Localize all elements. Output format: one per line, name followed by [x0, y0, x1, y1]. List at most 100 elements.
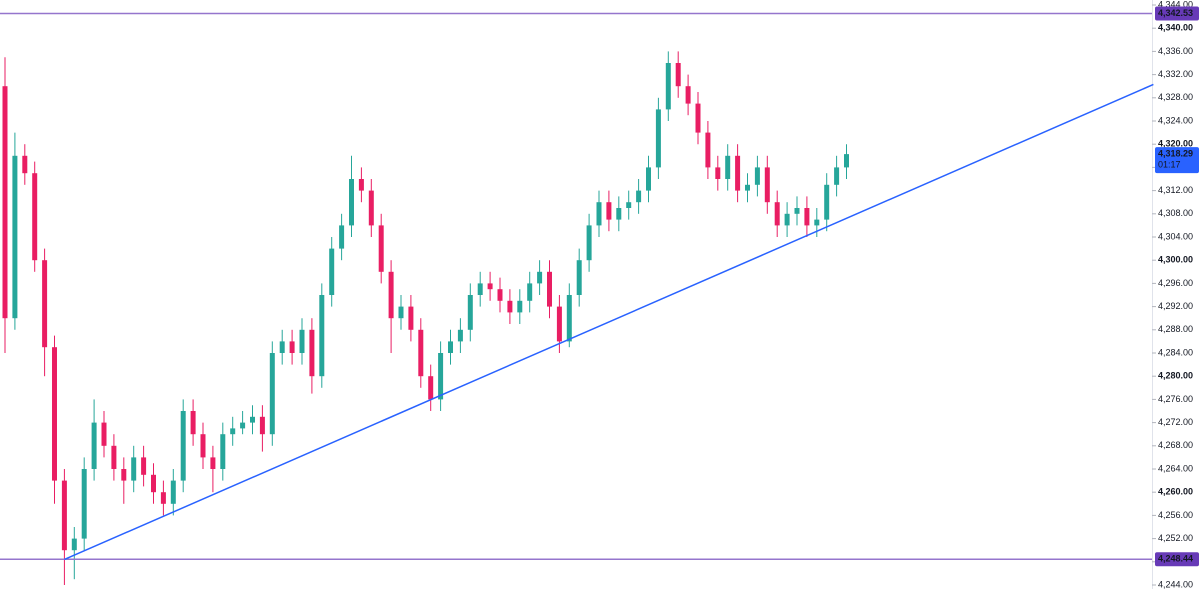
candle-body [448, 341, 453, 353]
candle-body [824, 184, 830, 220]
candle-body [586, 225, 592, 261]
last-price-label: 4,318.29 [1158, 148, 1193, 158]
candle-body [210, 457, 216, 469]
candle-body [81, 469, 87, 539]
y-tick-label: 4,304.00 [1158, 231, 1193, 241]
candle-body [497, 289, 503, 301]
y-tick-label: 4,328.00 [1158, 92, 1193, 102]
candle-body [358, 179, 364, 191]
candle-body [705, 132, 711, 168]
y-tick-label: 4,340.00 [1158, 23, 1193, 33]
candle-body [784, 213, 790, 226]
candle-body [636, 190, 642, 203]
candle-body [170, 480, 176, 504]
candle-body [735, 155, 741, 191]
y-tick-label: 4,332.00 [1158, 69, 1193, 79]
candle-body [695, 103, 701, 133]
candle-body [428, 376, 434, 400]
candle-body [626, 202, 632, 208]
y-tick-label: 4,300.00 [1158, 255, 1193, 265]
candle-body [131, 457, 137, 481]
candle-body [180, 411, 186, 481]
candle-body [71, 538, 77, 551]
y-tick-label: 4,272.00 [1158, 417, 1193, 427]
candle-body [349, 179, 354, 226]
level-tag [1155, 6, 1199, 21]
y-tick-label: 4,312.00 [1158, 185, 1193, 195]
countdown: 01:17 [1158, 159, 1181, 169]
candle-body [814, 219, 820, 226]
candle-body [398, 306, 404, 319]
candle-body [289, 341, 295, 353]
y-tick-label: 4,260.00 [1158, 487, 1193, 497]
candle-body [646, 167, 651, 191]
candle-body [804, 208, 810, 226]
candle-body [111, 445, 117, 469]
candle-body [32, 173, 38, 261]
candle-body [685, 86, 691, 104]
candle-body [487, 283, 493, 290]
candle-body [329, 248, 335, 295]
candle-body [715, 167, 721, 179]
candle-body [754, 167, 760, 185]
candle-body [378, 225, 384, 272]
candle-body [101, 422, 107, 446]
candle-body [368, 190, 374, 226]
level-label: 4,342.53 [1158, 8, 1193, 18]
y-tick-label: 4,292.00 [1158, 301, 1193, 311]
candle-body [556, 306, 562, 342]
candle-body [2, 86, 8, 319]
candle-body [190, 411, 196, 435]
candle-body [774, 202, 780, 226]
candle-body [507, 300, 513, 313]
candle-body [42, 260, 48, 348]
level-label: 4,248.44 [1158, 554, 1193, 564]
candle-body [596, 202, 602, 226]
y-tick-label: 4,264.00 [1158, 463, 1193, 473]
y-tick-label: 4,288.00 [1158, 324, 1193, 334]
candle-body [655, 109, 661, 168]
y-tick-label: 4,320.00 [1158, 139, 1193, 149]
candle-body [230, 428, 236, 435]
candle-body [725, 155, 731, 179]
candle-body [794, 208, 800, 214]
candle-body [12, 155, 18, 319]
candle-body [745, 184, 750, 191]
candle-body [250, 416, 255, 423]
y-tick-label: 4,256.00 [1158, 510, 1193, 520]
candle-body [606, 202, 612, 220]
candle-body [240, 422, 246, 429]
candle-body [22, 155, 28, 174]
last-price-tag [1155, 147, 1199, 174]
y-tick-label: 4,296.00 [1158, 278, 1193, 288]
candle-body [319, 295, 325, 377]
candle-body [547, 271, 552, 307]
candle-body [388, 271, 394, 319]
candle-body [121, 469, 127, 481]
y-tick-label: 4,280.00 [1158, 371, 1193, 381]
y-tick-label: 4,324.00 [1158, 115, 1193, 125]
candle-body [279, 341, 285, 353]
candle-body [566, 295, 572, 342]
candle-body [576, 260, 582, 295]
candle-body [52, 347, 57, 481]
candle-body [844, 154, 849, 168]
candle-body [61, 480, 67, 551]
candle-body [200, 434, 206, 458]
candle-body [477, 283, 483, 295]
candle-body [764, 167, 770, 203]
candle-body [675, 63, 681, 87]
candle-body [151, 474, 156, 493]
candle-body [339, 225, 345, 249]
y-tick-label: 4,308.00 [1158, 208, 1193, 218]
candle-body [309, 329, 315, 377]
candle-body [408, 306, 414, 330]
y-tick-label: 4,276.00 [1158, 394, 1193, 404]
candle-body [834, 167, 840, 185]
candle-body [527, 283, 533, 301]
candle-body [220, 434, 226, 469]
trendline [64, 83, 1154, 561]
candle-body [299, 329, 305, 353]
